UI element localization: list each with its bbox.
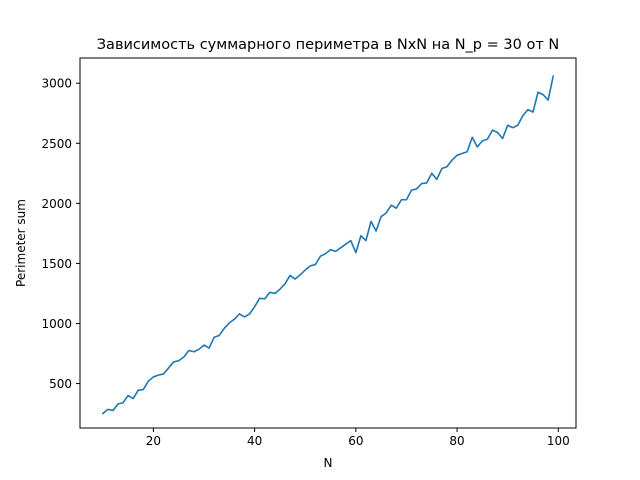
- x-tick-label: 20: [146, 434, 161, 448]
- x-tick-label: 60: [348, 434, 363, 448]
- x-tick-label: 80: [449, 434, 464, 448]
- y-axis-label: Perimeter sum: [14, 199, 28, 287]
- y-tick-label: 500: [49, 377, 72, 391]
- y-tick-label: 2500: [41, 137, 72, 151]
- chart-title: Зависимость суммарного периметра в NxN н…: [97, 37, 559, 53]
- x-tick-label: 100: [547, 434, 570, 448]
- y-tick-label: 1500: [41, 257, 72, 271]
- y-tick-label: 2000: [41, 197, 72, 211]
- plot-area: [101, 75, 555, 415]
- y-tick-label: 3000: [41, 77, 72, 91]
- x-tick-label: 40: [247, 434, 262, 448]
- x-axis: 20 40 60 80 100: [146, 428, 570, 448]
- y-axis: 500 1000 1500 2000 2500 3000: [41, 77, 80, 391]
- axes-frame: [79, 57, 577, 429]
- x-axis-label: N: [324, 456, 333, 470]
- series-line-0: [101, 75, 555, 415]
- y-tick-label: 1000: [41, 317, 72, 331]
